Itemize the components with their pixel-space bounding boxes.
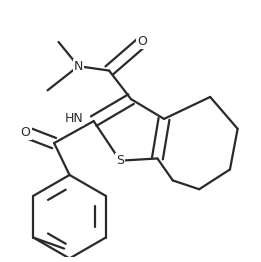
Text: O: O [21, 125, 31, 139]
Text: S: S [116, 154, 124, 167]
Text: O: O [137, 35, 147, 48]
Text: HN: HN [64, 112, 83, 125]
Text: N: N [74, 60, 83, 73]
